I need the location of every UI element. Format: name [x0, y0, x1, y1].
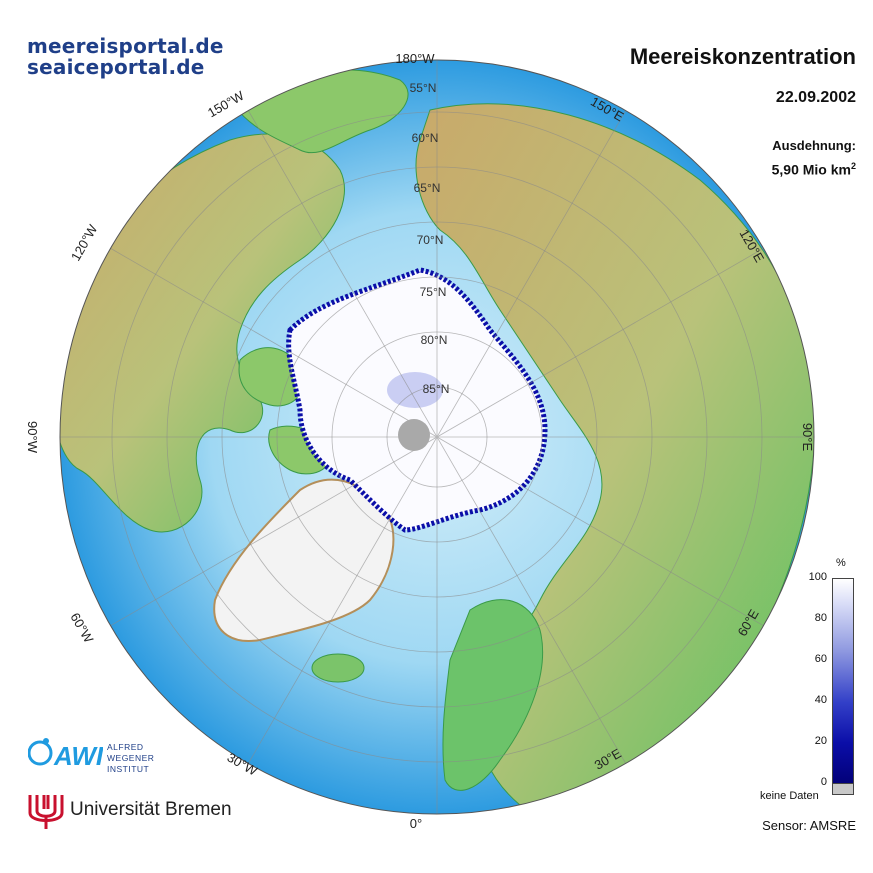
lat-label-60n: 60°N [412, 131, 439, 145]
lat-label-55n: 55°N [410, 81, 437, 95]
land-scandinavia [442, 599, 544, 791]
legend-nodata-label: keine Daten [760, 790, 819, 802]
land-greenland [213, 478, 395, 642]
awi-line: INSTITUT [107, 764, 150, 774]
legend-unit: % [836, 557, 846, 569]
bremen-arches-icon [28, 795, 64, 829]
legend-colorbar [832, 578, 854, 785]
lat-label-65n: 65°N [414, 181, 441, 195]
lon-label-90w: 90°W [25, 421, 40, 454]
extent-value: 5,90 Mio km2 [772, 161, 856, 178]
legend-tick: 20 [814, 735, 827, 747]
legend-tick: 80 [814, 612, 827, 624]
lat-label-85n: 85°N [423, 382, 450, 396]
awi-globe-icon [28, 740, 53, 766]
map-date: 22.09.2002 [775, 89, 856, 106]
site-url-en[interactable]: seaiceportal.de [27, 55, 205, 79]
extent-unit-superscript: 2 [850, 161, 856, 171]
map-title: Meereiskonzentration [629, 44, 856, 69]
legend-nodata-swatch [832, 783, 854, 795]
lon-label-120w: 120°W [68, 221, 101, 263]
extent-label: Ausdehnung: [772, 138, 856, 153]
lon-label-60w: 60°W [67, 610, 96, 646]
lon-label-0: 0° [410, 816, 422, 831]
sea-ice-fragments [387, 372, 443, 408]
lon-label-180: 180°W [395, 51, 435, 66]
awi-line: ALFRED [107, 742, 144, 752]
lat-label-80n: 80°N [421, 333, 448, 347]
legend-tick: 100 [808, 571, 827, 583]
pole-nodata [398, 419, 430, 451]
legend-tick: 40 [814, 694, 827, 706]
legend-tick: 0 [820, 776, 827, 788]
extent-number: 5,90 Mio km [771, 161, 851, 178]
lat-label-70n: 70°N [417, 233, 444, 247]
awi-mark: AWI [53, 741, 103, 771]
university-name: Universität Bremen [70, 799, 232, 820]
map-border [59, 59, 815, 815]
site-url-de[interactable]: meereisportal.de [27, 34, 224, 58]
university-bremen-logo[interactable] [27, 795, 65, 831]
awi-logo[interactable]: AWI [28, 733, 103, 773]
meridian-grid [60, 60, 814, 814]
map-disc [60, 60, 814, 814]
land-iceland [311, 653, 365, 683]
awi-name: ALFRED WEGENER INSTITUT [107, 742, 154, 775]
lon-label-90e: 90°E [800, 423, 815, 452]
awi-star-icon [43, 738, 49, 744]
legend-tick: 60 [814, 653, 827, 665]
lat-label-75n: 75°N [420, 285, 447, 299]
awi-line: WEGENER [107, 753, 155, 763]
sensor-label: Sensor: AMSRE [762, 818, 856, 833]
